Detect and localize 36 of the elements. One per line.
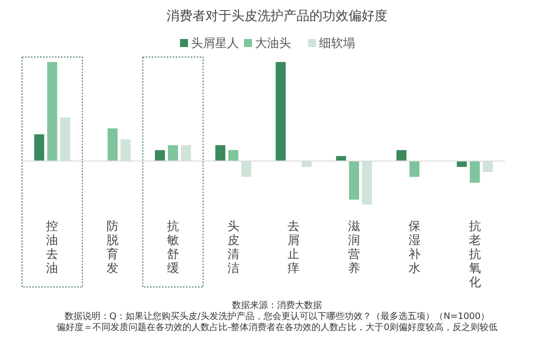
- bar: [456, 161, 467, 167]
- bar: [228, 150, 238, 161]
- bar: [34, 134, 44, 161]
- x-tick-label: 滋润营养: [348, 219, 360, 275]
- bar: [60, 117, 70, 161]
- x-tick-label: 控油去油: [46, 219, 58, 275]
- bar: [396, 150, 406, 161]
- x-tick-label: 保湿补水: [408, 219, 420, 275]
- bar: [154, 150, 165, 161]
- legend-label: 大油头: [255, 36, 291, 50]
- bar: [409, 161, 420, 177]
- bar: [276, 62, 286, 161]
- x-tick-label: 抗敏舒缓: [166, 219, 179, 275]
- text: 数据说明：Q：如果让您购买头皮/头发洗护产品，您会更认可以下哪些功效？（最多选五项）（N=1000）: [64, 311, 490, 322]
- x-tick-label: 防脱育发: [106, 219, 119, 275]
- chart-title: 消费者对于头皮洗护产品的功效偏好度: [166, 8, 388, 24]
- x-tick-label: 抗老抗氧化: [468, 219, 481, 289]
- legend-label: 头屑星人: [191, 36, 239, 50]
- bar: [168, 145, 178, 161]
- bar: [470, 161, 480, 183]
- bar: [362, 161, 372, 205]
- bar: [120, 139, 131, 161]
- bar: [349, 161, 360, 200]
- bar: [241, 161, 252, 177]
- x-tick-label: 去屑止痒: [288, 219, 300, 275]
- bar: [336, 156, 346, 161]
- bar: [108, 128, 118, 161]
- bar: [215, 145, 226, 161]
- bar: [47, 62, 58, 161]
- bar: [482, 161, 493, 172]
- source-note: 数据来源：消费大数据: [232, 300, 322, 311]
- legend-label: 细软塌: [319, 36, 355, 50]
- bar: [302, 161, 312, 167]
- x-tick-label: 头皮清洁: [227, 219, 240, 275]
- text: 偏好度＝不同发质问题在各功效的人数占比-整体消费者在各功效的人数占比，大于0则偏好度较高，反之则较低: [56, 322, 498, 333]
- bar: [180, 145, 191, 161]
